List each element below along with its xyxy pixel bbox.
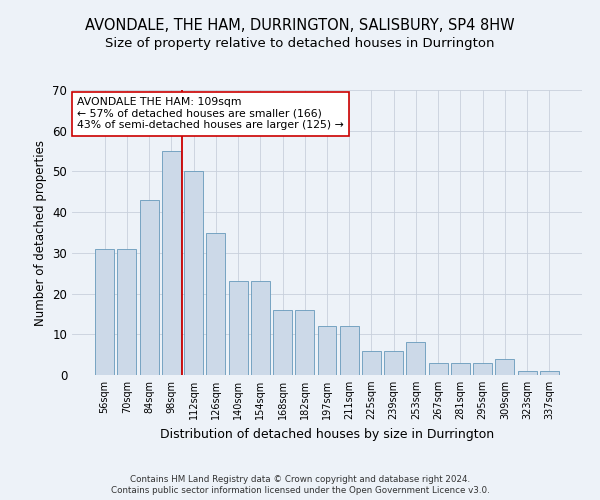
Bar bbox=[162, 151, 181, 375]
Bar bbox=[95, 249, 114, 375]
Bar bbox=[384, 350, 403, 375]
Bar bbox=[251, 282, 270, 375]
Bar bbox=[229, 282, 248, 375]
Bar bbox=[295, 310, 314, 375]
Bar bbox=[140, 200, 158, 375]
Text: AVONDALE THE HAM: 109sqm
← 57% of detached houses are smaller (166)
43% of semi-: AVONDALE THE HAM: 109sqm ← 57% of detach… bbox=[77, 97, 344, 130]
Bar bbox=[184, 172, 203, 375]
Bar bbox=[317, 326, 337, 375]
Bar bbox=[406, 342, 425, 375]
Bar bbox=[362, 350, 381, 375]
Bar bbox=[451, 363, 470, 375]
Bar bbox=[340, 326, 359, 375]
Bar bbox=[540, 371, 559, 375]
Bar bbox=[496, 358, 514, 375]
Bar bbox=[429, 363, 448, 375]
Text: AVONDALE, THE HAM, DURRINGTON, SALISBURY, SP4 8HW: AVONDALE, THE HAM, DURRINGTON, SALISBURY… bbox=[85, 18, 515, 32]
Bar bbox=[273, 310, 292, 375]
Bar bbox=[206, 232, 225, 375]
Text: Size of property relative to detached houses in Durrington: Size of property relative to detached ho… bbox=[105, 38, 495, 51]
Y-axis label: Number of detached properties: Number of detached properties bbox=[34, 140, 47, 326]
Text: Contains HM Land Registry data © Crown copyright and database right 2024.: Contains HM Land Registry data © Crown c… bbox=[130, 475, 470, 484]
Bar bbox=[518, 371, 536, 375]
X-axis label: Distribution of detached houses by size in Durrington: Distribution of detached houses by size … bbox=[160, 428, 494, 440]
Bar bbox=[118, 249, 136, 375]
Bar bbox=[473, 363, 492, 375]
Text: Contains public sector information licensed under the Open Government Licence v3: Contains public sector information licen… bbox=[110, 486, 490, 495]
